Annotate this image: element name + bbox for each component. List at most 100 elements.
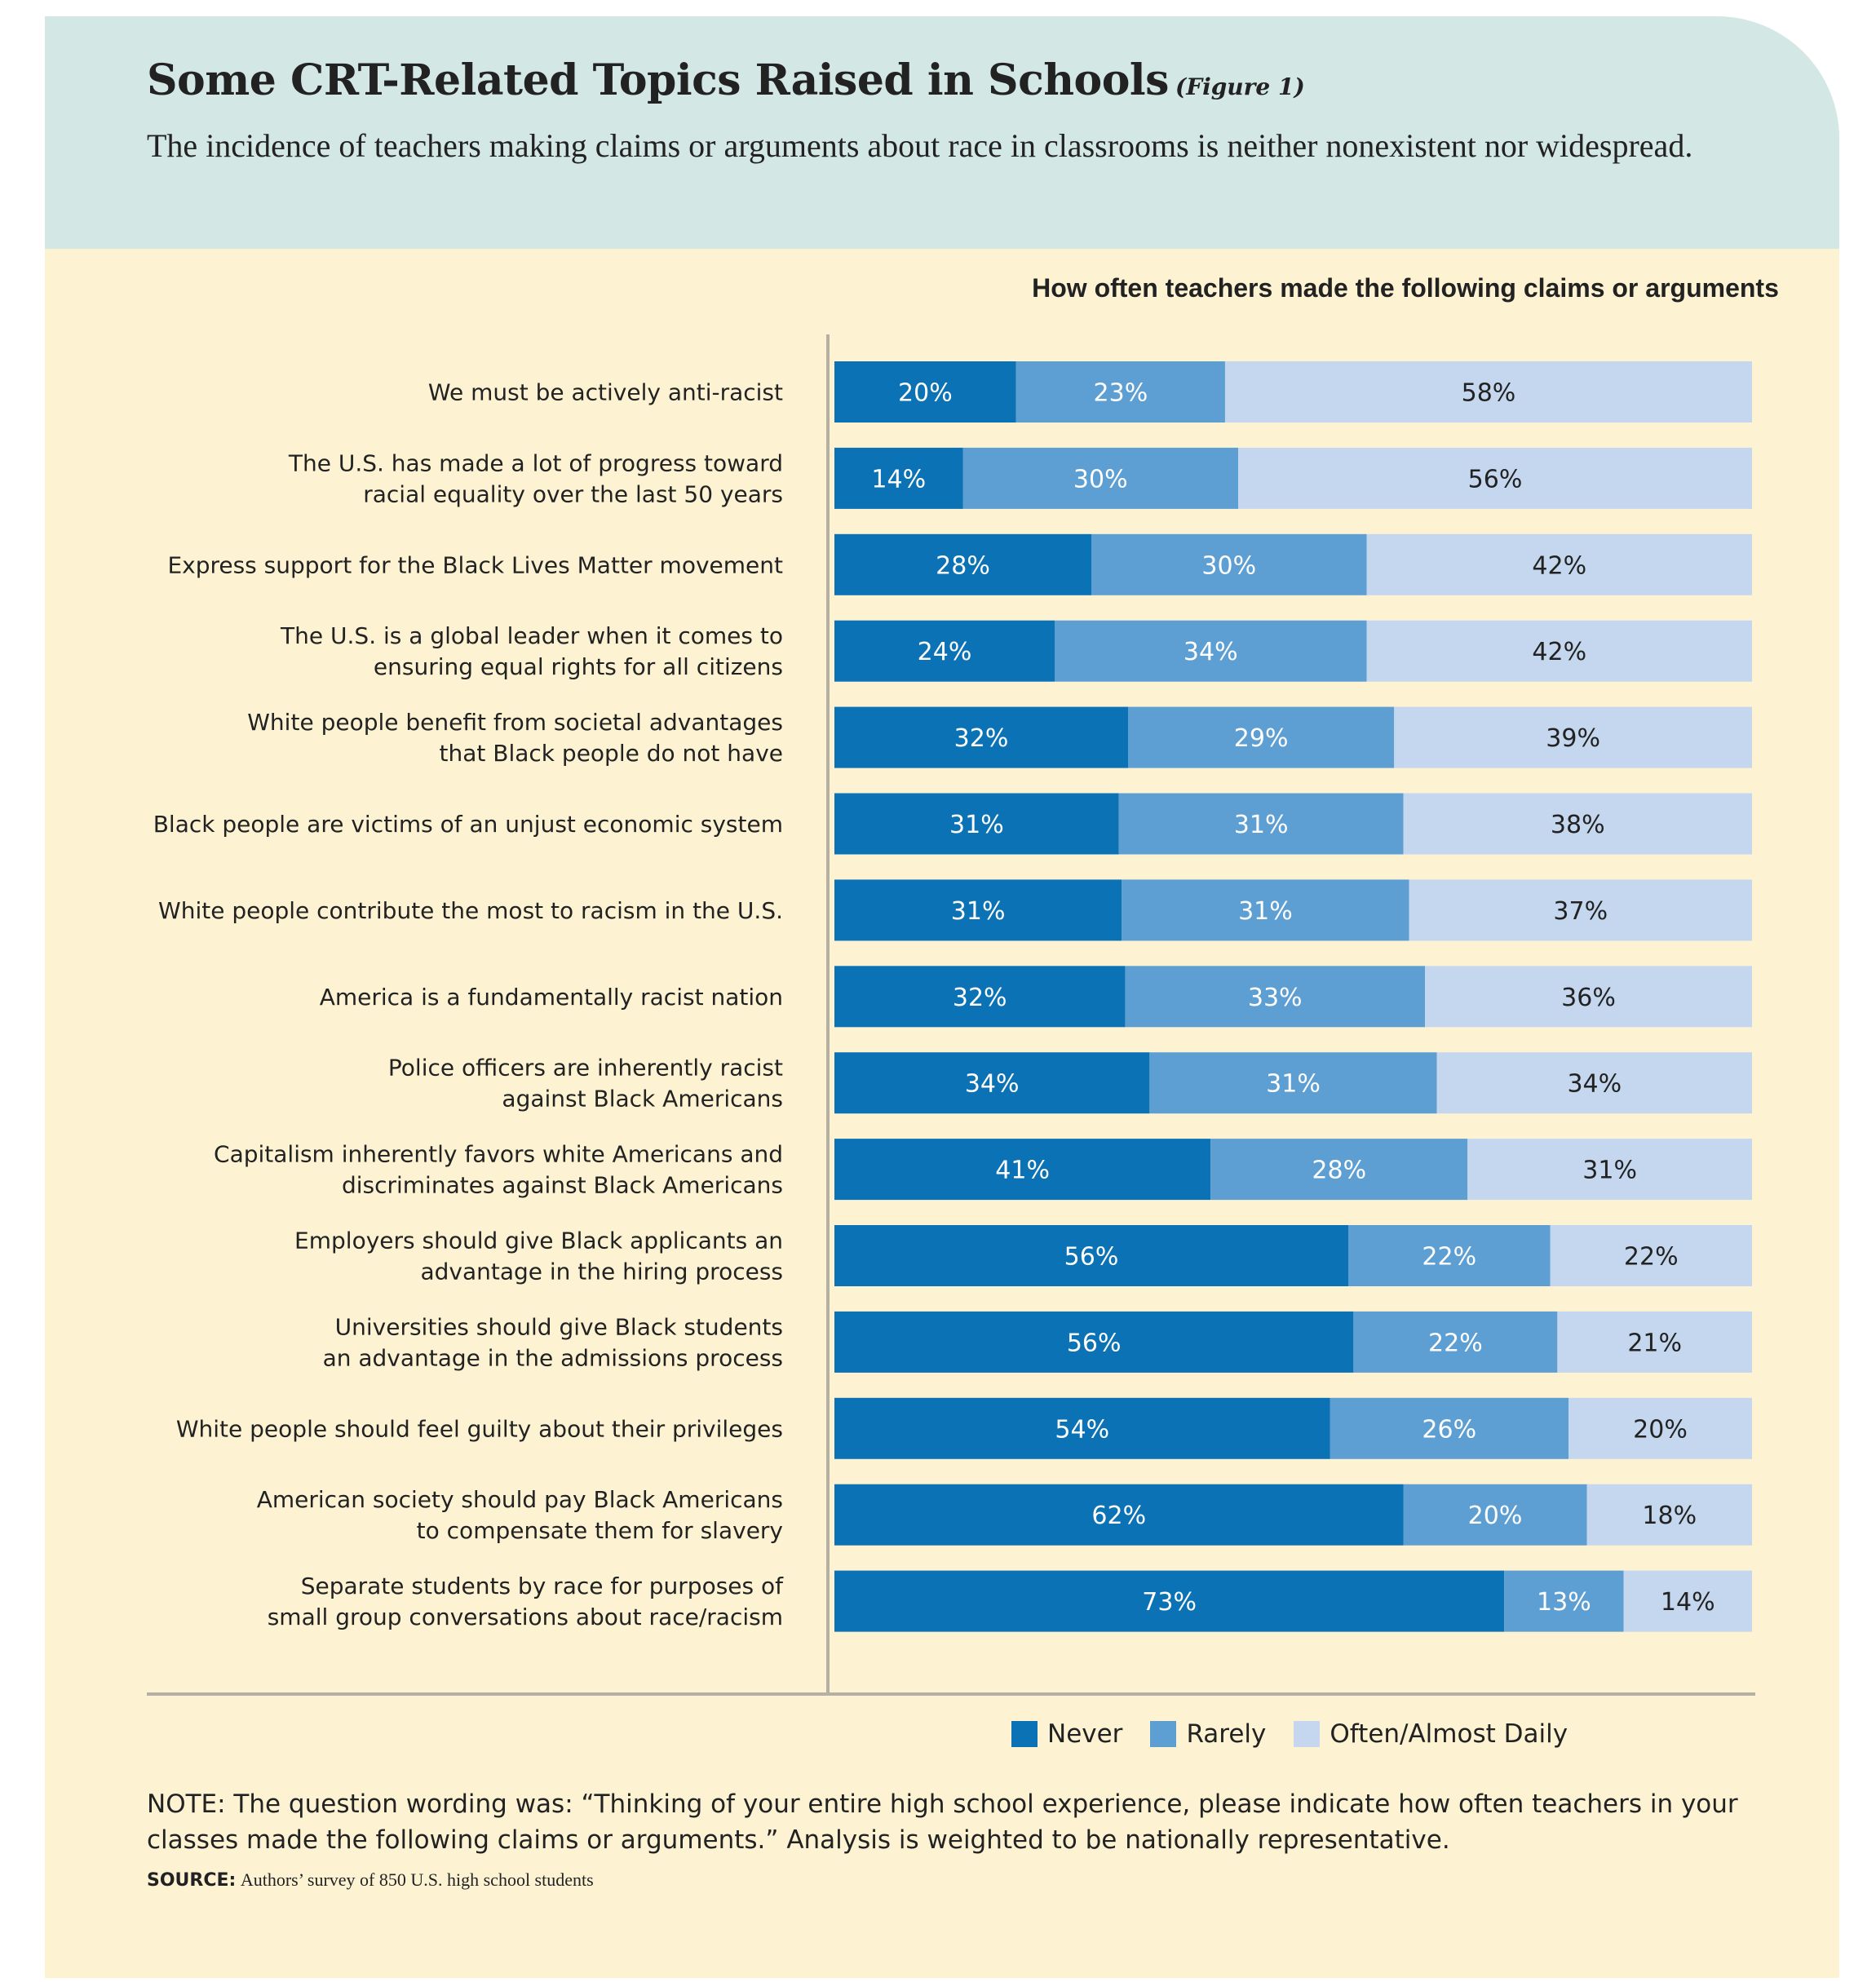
stacked-bar-chart: We must be actively anti-racist 20% 23% 58%…	[147, 334, 1755, 1696]
data-label: 34%	[1567, 1070, 1622, 1099]
bar-segment	[834, 447, 963, 509]
bar-segment	[834, 966, 1126, 1028]
data-label: 56%	[1067, 1329, 1122, 1357]
bar-segment	[834, 1570, 1505, 1632]
category-label-line: racial equality over the last 50 years	[363, 480, 783, 507]
data-label: 18%	[1642, 1502, 1697, 1530]
figure-subtitle: The incidence of teachers making claims …	[147, 127, 1693, 164]
data-label: 28%	[936, 551, 990, 580]
bar-segment	[834, 361, 1016, 423]
data-label: 62%	[1091, 1502, 1146, 1530]
category-label-line: Employers should give Black applicants a…	[294, 1228, 783, 1254]
data-label: 14%	[1661, 1588, 1715, 1617]
category-label-line: to compensate them for slavery	[417, 1517, 783, 1544]
legend-swatch	[1011, 1721, 1038, 1747]
bar-segment	[834, 879, 1122, 941]
bar-segment	[834, 1139, 1211, 1201]
category-label-line: Express support for the Black Lives Matt…	[167, 551, 783, 578]
category-label: We must be actively anti-racist	[428, 379, 783, 406]
category-label-line: that Black people do not have	[440, 740, 784, 767]
category-label-line: America is a fundamentally racist nation	[320, 984, 783, 1011]
bar-segment	[1122, 879, 1409, 941]
bar-segment	[834, 793, 1119, 855]
bar-segment	[834, 1225, 1348, 1286]
bar-segment	[1425, 966, 1752, 1028]
category-label-line: Black people are victims of an unjust ec…	[153, 811, 783, 838]
data-label: 20%	[1468, 1502, 1523, 1530]
data-label: 58%	[1462, 379, 1516, 408]
bar-segment	[1353, 1311, 1558, 1373]
data-label: 24%	[918, 638, 972, 666]
bar-segment	[1366, 533, 1752, 595]
bar-segment	[1091, 533, 1367, 595]
category-label: Black people are victims of an unjust ec…	[153, 811, 783, 838]
data-label: 22%	[1624, 1243, 1679, 1272]
data-label: 28%	[1312, 1157, 1366, 1185]
category-label-line: White people should feel guilty about th…	[176, 1415, 783, 1442]
bar-segment	[1128, 706, 1395, 768]
data-label: 37%	[1553, 897, 1608, 926]
figure-reference: (Figure 1)	[1175, 73, 1305, 100]
legend-label: Rarely	[1186, 1719, 1267, 1749]
category-label: The U.S. is a global leader when it come…	[280, 622, 783, 680]
data-label: 23%	[1094, 379, 1148, 408]
category-label-line: We must be actively anti-racist	[428, 379, 783, 406]
data-label: 42%	[1532, 551, 1586, 580]
category-label: White people contribute the most to raci…	[158, 897, 783, 924]
category-label-line: Capitalism inherently favors white Ameri…	[214, 1141, 783, 1168]
bar-segment	[1586, 1484, 1752, 1546]
data-label: 20%	[1633, 1415, 1688, 1444]
data-label: 20%	[898, 379, 953, 408]
data-label: 30%	[1201, 551, 1256, 580]
bar-segment	[1238, 447, 1752, 509]
bar-segment	[834, 1311, 1354, 1373]
data-label: 26%	[1422, 1415, 1476, 1444]
data-label: 54%	[1055, 1415, 1109, 1444]
data-label: 22%	[1428, 1329, 1483, 1357]
bar-segment	[1330, 1397, 1568, 1459]
data-label: 42%	[1532, 638, 1586, 666]
category-label: The U.S. has made a lot of progress towa…	[288, 449, 783, 507]
data-label: 34%	[1184, 638, 1238, 666]
bar-segment	[1125, 966, 1426, 1028]
category-label: Separate students by race for purposes o…	[268, 1573, 784, 1630]
bar-segment	[834, 706, 1128, 768]
category-label-line: ensuring equal rights for all citizens	[374, 653, 783, 680]
data-label: 22%	[1422, 1243, 1476, 1272]
legend-item: Often/Almost Daily	[1294, 1719, 1568, 1749]
data-label: 31%	[1238, 897, 1293, 926]
category-label-line: an advantage in the admissions process	[323, 1344, 783, 1371]
data-label: 73%	[1142, 1588, 1197, 1617]
category-label: Capitalism inherently favors white Ameri…	[214, 1141, 783, 1199]
data-label: 41%	[995, 1157, 1050, 1185]
category-label-line: discriminates against Black Americans	[342, 1172, 783, 1199]
category-label: White people benefit from societal advan…	[247, 709, 783, 767]
data-label: 31%	[1234, 811, 1289, 839]
figure-header: Some CRT-Related Topics Raised in School…	[45, 16, 1839, 249]
bar-segment	[962, 447, 1238, 509]
bar-segment	[1210, 1139, 1468, 1201]
data-label: 56%	[1064, 1243, 1119, 1272]
category-label-line: small group conversations about race/rac…	[268, 1604, 783, 1630]
bar-segment	[834, 1484, 1404, 1546]
bar-segment	[834, 1397, 1330, 1459]
figure-source: SOURCE: Authors’ survey of 850 U.S. high…	[147, 1869, 594, 1891]
data-label: 32%	[953, 984, 1007, 1012]
category-label: America is a fundamentally racist nation	[320, 984, 783, 1011]
legend-item: Rarely	[1150, 1719, 1266, 1749]
legend-item: Never	[1011, 1719, 1122, 1749]
data-label: 29%	[1234, 724, 1289, 753]
legend-label: Never	[1047, 1719, 1123, 1749]
bar-segment	[1055, 620, 1367, 682]
category-label-line: American society should pay Black Americ…	[257, 1486, 783, 1513]
bar-segment	[834, 533, 1091, 595]
bar-segment	[1015, 361, 1225, 423]
bar-segment	[1623, 1570, 1752, 1632]
bar-segment	[834, 1052, 1150, 1114]
data-label: 13%	[1537, 1588, 1591, 1617]
data-label: 32%	[954, 724, 1009, 753]
figure-title: Some CRT-Related Topics Raised in School…	[147, 55, 1169, 105]
title-row: Some CRT-Related Topics Raised in School…	[147, 55, 1305, 105]
category-label: Police officers are inherently racist aga…	[388, 1055, 783, 1113]
data-label: 33%	[1248, 984, 1303, 1012]
